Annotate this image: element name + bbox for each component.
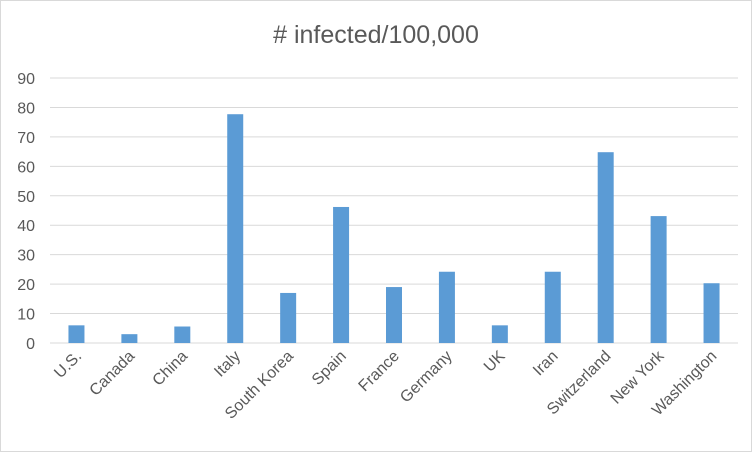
gridlines — [50, 77, 738, 344]
y-tick-label: 90 — [17, 71, 35, 88]
x-tick-label: France — [356, 348, 403, 395]
x-tick-label: UK — [481, 348, 509, 376]
bar-spain — [333, 206, 350, 343]
y-tick-label: 80 — [17, 100, 35, 117]
x-tick-label: U.S. — [51, 348, 85, 382]
bars — [68, 114, 720, 343]
bar-new-york — [650, 216, 667, 343]
y-tick-label: 70 — [17, 130, 35, 147]
x-tick-label: Italy — [211, 348, 244, 381]
x-tick-label: Spain — [309, 348, 350, 389]
bar-iran — [544, 271, 561, 343]
chart-title: # infected/100,000 — [273, 21, 479, 49]
y-tick-label: 20 — [17, 277, 35, 294]
y-tick-label: 40 — [17, 218, 35, 235]
y-tick-label: 60 — [17, 159, 35, 176]
bar-switzerland — [597, 152, 614, 343]
x-tick-label: China — [150, 348, 192, 390]
bar-uk — [491, 325, 508, 343]
bar-washington — [703, 283, 720, 343]
y-tick-label: 50 — [17, 189, 35, 206]
y-tick-label: 30 — [17, 248, 35, 265]
bar-south-korea — [280, 292, 297, 343]
bar-china — [174, 326, 191, 343]
y-axis-ticks: 0 10 20 30 40 50 60 70 80 90 — [17, 71, 35, 353]
bar-canada — [121, 334, 138, 343]
y-tick-label: 10 — [17, 307, 35, 324]
x-tick-label: Canada — [87, 348, 139, 400]
y-tick-label: 0 — [26, 336, 35, 353]
bar-germany — [438, 271, 455, 343]
bar-italy — [227, 114, 244, 343]
bar-u-s — [68, 325, 85, 343]
x-tick-label: Iran — [530, 348, 562, 380]
x-tick-label: Germany — [397, 348, 456, 407]
bar-france — [386, 287, 402, 343]
